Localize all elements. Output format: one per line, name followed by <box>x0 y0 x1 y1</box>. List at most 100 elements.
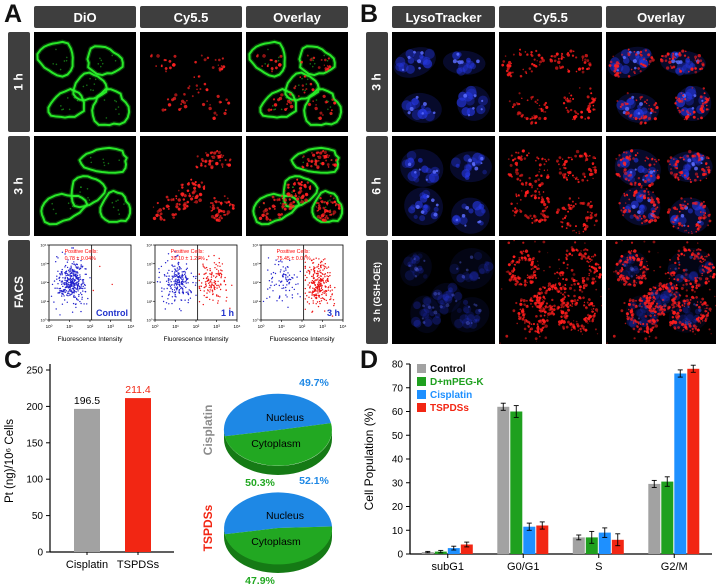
facs-plot-0: 10⁰ 10⁰ 10¹ 10¹ 10² 10² 10³ 10³ 10⁴ 10⁴ Positive C… <box>34 240 136 344</box>
panel-b-row-label-3h-text: 3 h <box>370 73 384 91</box>
micro-tile-a-1-0 <box>34 136 136 236</box>
panel-c-letter: C <box>4 346 23 374</box>
svg-text:10¹: 10¹ <box>66 324 73 329</box>
svg-text:Nucleus: Nucleus <box>266 510 304 522</box>
svg-text:10³: 10³ <box>147 261 153 266</box>
panel-a-row-label-1h-text: 1 h <box>12 73 26 91</box>
svg-text:10²: 10² <box>87 324 94 329</box>
micro-tile-b-0-0 <box>392 32 495 132</box>
pt-uptake-bar: 0 50 100 150 200 250 Pt (ng)/10⁶ Cells 196.5 Cis… <box>4 364 174 571</box>
panel-a-col-header-overlay: Overlay <box>246 6 348 28</box>
panel-a-row-label-1h: 1 h <box>8 32 30 132</box>
svg-text:10: 10 <box>392 526 404 537</box>
svg-text:50: 50 <box>392 431 404 442</box>
svg-text:10²: 10² <box>193 324 200 329</box>
svg-text:10⁰: 10⁰ <box>46 324 53 329</box>
svg-text:50: 50 <box>32 511 44 522</box>
svg-text:75.45 ± 0.07%: 75.45 ± 0.07% <box>277 256 311 262</box>
micro-tile-b-2-2 <box>606 239 717 344</box>
svg-text:10⁴: 10⁴ <box>340 324 347 329</box>
svg-text:196.5: 196.5 <box>74 395 100 407</box>
panel-b-col-header-cy55: Cy5.5 <box>499 6 602 28</box>
svg-text:10¹: 10¹ <box>172 324 179 329</box>
svg-text:Fluorescence Intensity: Fluorescence Intensity <box>269 336 335 343</box>
svg-text:Cisplatin: Cisplatin <box>430 390 472 401</box>
svg-text:10³: 10³ <box>41 261 47 266</box>
facs-plot-2: 10⁰ 10⁰ 10¹ 10¹ 10² 10² 10³ 10³ 10⁴ 10⁴ Positive C… <box>246 240 348 344</box>
svg-text:250: 250 <box>26 366 43 377</box>
svg-text:0.78 ± 0.04%: 0.78 ± 0.04% <box>65 256 96 262</box>
svg-text:40: 40 <box>392 455 404 466</box>
micro-tile-a-0-0 <box>34 32 136 132</box>
svg-text:10²: 10² <box>41 280 47 285</box>
micro-tile-b-2-1 <box>499 239 603 344</box>
svg-text:TSPDSs: TSPDSs <box>430 403 469 414</box>
panel-a-col-header-cy55: Cy5.5 <box>140 6 242 28</box>
cell-cycle-bar-chart: 0 10 20 30 40 50 60 70 80 Cell Population (%) subG… <box>360 350 719 585</box>
svg-text:10¹: 10¹ <box>278 324 285 329</box>
panel-a-row-label-facs: FACS <box>8 240 30 344</box>
svg-text:Positive Cells:: Positive Cells: <box>277 249 310 255</box>
panel-b-col-header-lysotracker: LysoTracker <box>392 6 495 28</box>
svg-text:Control: Control <box>430 364 466 375</box>
svg-text:Fluorescence Intensity: Fluorescence Intensity <box>57 336 123 343</box>
svg-text:150: 150 <box>26 438 43 449</box>
svg-text:10¹: 10¹ <box>253 299 259 304</box>
svg-text:10⁴: 10⁴ <box>128 324 135 329</box>
svg-text:80: 80 <box>392 360 404 371</box>
svg-text:10³: 10³ <box>107 324 114 329</box>
svg-text:70: 70 <box>392 383 404 394</box>
facs-plot-1: 10⁰ 10⁰ 10¹ 10¹ 10² 10² 10³ 10³ 10⁴ 10⁴ Positive C… <box>140 240 242 344</box>
micro-tile-b-1-2 <box>606 136 716 236</box>
micro-tile-b-1-1 <box>499 136 602 236</box>
svg-text:10⁰: 10⁰ <box>258 324 265 329</box>
svg-text:49.7%: 49.7% <box>299 377 329 389</box>
svg-text:10³: 10³ <box>319 324 326 329</box>
micro-tile-b-2-0 <box>392 240 495 344</box>
svg-text:Positive Cells:: Positive Cells: <box>65 249 98 255</box>
panel-b-row-label-3h-gsh: 3 h (GSH-OEt) <box>366 240 388 344</box>
micro-tile-a-0-2 <box>246 32 348 132</box>
svg-text:52.1%: 52.1% <box>299 475 329 487</box>
micro-tile-a-0-1 <box>140 32 242 132</box>
svg-text:Pt (ng)/10⁶ Cells: Pt (ng)/10⁶ Cells <box>4 419 16 503</box>
svg-text:Control: Control <box>96 308 128 318</box>
svg-text:30: 30 <box>392 478 404 489</box>
panel-b-row-label-3h-gsh-text: 3 h (GSH-OEt) <box>372 262 382 322</box>
svg-text:Cell Population (%): Cell Population (%) <box>362 408 376 511</box>
pt-uptake-bar-chart: 0 50 100 150 200 250 Pt (ng)/10⁶ Cells 196.5 Cis… <box>0 350 196 585</box>
svg-text:Cisplatin: Cisplatin <box>66 559 108 571</box>
svg-text:200: 200 <box>26 402 43 413</box>
svg-text:D+mPEG-K: D+mPEG-K <box>430 377 484 388</box>
svg-text:Nucleus: Nucleus <box>266 412 304 424</box>
svg-text:10²: 10² <box>253 280 259 285</box>
svg-text:10³: 10³ <box>253 261 259 266</box>
svg-text:Fluorescence Intensity: Fluorescence Intensity <box>163 336 229 343</box>
panel-a-letter: A <box>4 0 23 28</box>
svg-text:1 h: 1 h <box>221 308 234 318</box>
panel-a-row-label-facs-text: FACS <box>12 275 27 309</box>
svg-text:10⁰: 10⁰ <box>252 318 258 323</box>
svg-text:10³: 10³ <box>213 324 220 329</box>
micro-tile-a-1-1 <box>140 136 242 236</box>
svg-text:10²: 10² <box>147 280 153 285</box>
panel-b-row-label-6h-text: 6 h <box>370 177 384 195</box>
panel-d-letter: D <box>360 346 379 374</box>
svg-text:10⁰: 10⁰ <box>40 318 46 323</box>
panel-a-row-label-3h: 3 h <box>8 136 30 236</box>
svg-text:TSPDSs: TSPDSs <box>201 504 215 551</box>
micro-tile-b-0-1 <box>499 32 602 132</box>
panel-b-col-header-overlay: Overlay <box>606 6 716 28</box>
svg-text:Cytoplasm: Cytoplasm <box>251 438 301 450</box>
svg-text:50.3%: 50.3% <box>245 477 275 489</box>
svg-text:60: 60 <box>392 407 404 418</box>
svg-text:10¹: 10¹ <box>41 299 47 304</box>
svg-text:100: 100 <box>26 475 43 486</box>
svg-text:0: 0 <box>397 550 403 561</box>
cell-cycle-bar: 0 10 20 30 40 50 60 70 80 Cell Population (%) subG… <box>362 360 712 573</box>
svg-text:G0/G1: G0/G1 <box>507 561 539 573</box>
micro-tile-a-1-2 <box>246 136 348 236</box>
svg-text:39.10 ± 1.27%: 39.10 ± 1.27% <box>171 256 205 262</box>
svg-text:3 h: 3 h <box>327 308 340 318</box>
